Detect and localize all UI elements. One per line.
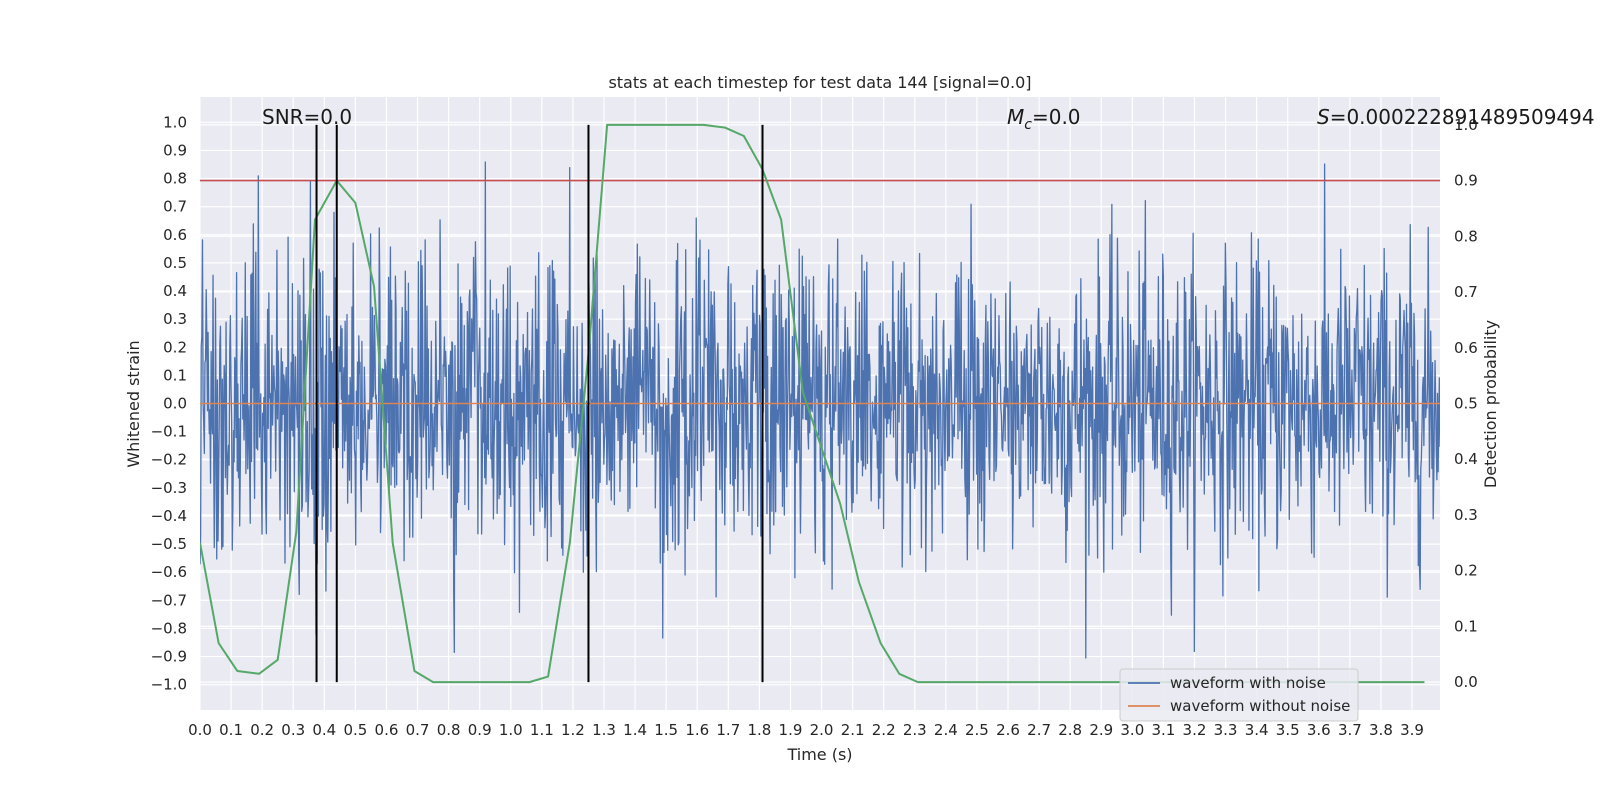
x-tick-label: 0.5	[343, 721, 367, 739]
y-tick-label: −0.5	[151, 535, 187, 553]
y2-tick-label: 0.9	[1454, 172, 1478, 190]
x-tick-label: 3.4	[1245, 721, 1269, 739]
x-tick-label: 1.0	[499, 721, 523, 739]
x-tick-label: 3.2	[1183, 721, 1207, 739]
y2-tick-label: 0.0	[1454, 673, 1478, 691]
y-tick-label: −0.9	[151, 648, 187, 666]
x-tick-label: 1.8	[747, 721, 771, 739]
y2-tick-label: 0.3	[1454, 506, 1478, 524]
waveform-with-noise-line	[200, 161, 1440, 659]
x-tick-label: 3.3	[1214, 721, 1238, 739]
y-axis-ticks: 1.0 0.9 0.8 0.7 0.6 0.5 0.4 0.3 0.2 0.1 0.0 −0.1 −0.…	[151, 113, 187, 693]
y-tick-label: −0.6	[151, 563, 187, 581]
x-tick-label: 0.7	[406, 721, 430, 739]
x-tick-label: 1.9	[779, 721, 803, 739]
y-tick-label: −0.4	[151, 507, 187, 525]
x-tick-label: 3.8	[1369, 721, 1393, 739]
mc-subscript: c	[1024, 117, 1032, 133]
legend: waveform with noise waveform without nois…	[1119, 668, 1359, 722]
y2-tick-label: 0.1	[1454, 617, 1478, 635]
mc-symbol: M	[1007, 105, 1024, 129]
x-tick-label: 1.5	[654, 721, 678, 739]
y-tick-label: 0.7	[163, 198, 187, 216]
y2-tick-label: 0.5	[1454, 395, 1478, 413]
y-tick-label: 0.6	[163, 226, 187, 244]
y-tick-label: −0.2	[151, 451, 187, 469]
x-tick-label: 1.4	[623, 721, 647, 739]
x-tick-label: 3.7	[1338, 721, 1362, 739]
x-axis-ticks: 0.0 0.1 0.2 0.3 0.4 0.5 0.6 0.7 0.8 0.9 1.0 1.1 1.2 1…	[188, 721, 1424, 739]
series-layer	[200, 161, 1440, 659]
x-tick-label: 1.1	[530, 721, 554, 739]
y2-tick-label: 0.8	[1454, 227, 1478, 245]
x-tick-label: 1.2	[561, 721, 585, 739]
y-tick-label: 0.9	[163, 141, 187, 159]
x-tick-label: 3.1	[1151, 721, 1175, 739]
x-axis-label: Time (s)	[786, 745, 852, 764]
y-tick-label: 0.1	[163, 366, 187, 384]
snr-annotation: SNR=0.0	[262, 105, 352, 129]
mc-annotation: Mc=0.0	[1007, 105, 1081, 133]
y-tick-label: 0.5	[163, 254, 187, 272]
x-tick-label: 2.9	[1089, 721, 1113, 739]
y-tick-label: 0.2	[163, 338, 187, 356]
y-tick-label: −0.3	[151, 479, 187, 497]
x-tick-label: 0.0	[188, 721, 212, 739]
x-tick-label: 1.7	[716, 721, 740, 739]
x-tick-label: 0.1	[219, 721, 243, 739]
x-tick-label: 3.6	[1307, 721, 1331, 739]
x-tick-label: 3.0	[1120, 721, 1144, 739]
y2-axis-ticks: 1.0 0.9 0.8 0.7 0.6 0.5 0.4 0.3 0.2 0.1 0.0	[1454, 116, 1478, 691]
legend-label: waveform with noise	[1170, 674, 1326, 692]
x-tick-label: 2.2	[872, 721, 896, 739]
legend-box	[1119, 668, 1359, 722]
x-tick-label: 0.2	[250, 721, 274, 739]
x-tick-label: 2.8	[1058, 721, 1082, 739]
y-tick-label: −0.8	[151, 619, 187, 637]
x-tick-label: 2.3	[903, 721, 927, 739]
x-tick-label: 2.1	[841, 721, 865, 739]
y-tick-label: 0.0	[163, 395, 187, 413]
x-tick-label: 1.3	[592, 721, 616, 739]
y2-axis-label: Detection probability	[1481, 320, 1500, 488]
x-tick-label: 0.8	[437, 721, 461, 739]
x-tick-label: 0.4	[312, 721, 336, 739]
y2-tick-label: 0.2	[1454, 562, 1478, 580]
x-tick-label: 1.6	[685, 721, 709, 739]
x-tick-label: 3.9	[1400, 721, 1424, 739]
y2-tick-label: 0.6	[1454, 339, 1478, 357]
s-symbol: S	[1317, 105, 1330, 129]
chart-title: stats at each timestep for test data 144…	[608, 73, 1031, 92]
y-tick-label: 1.0	[163, 113, 187, 131]
y-tick-label: 0.8	[163, 170, 187, 188]
y-axis-label: Whitened strain	[124, 340, 143, 467]
x-tick-label: 2.4	[934, 721, 958, 739]
x-tick-label: 2.0	[810, 721, 834, 739]
y-tick-label: −0.1	[151, 423, 187, 441]
y2-tick-label: 0.7	[1454, 283, 1478, 301]
x-tick-label: 2.6	[996, 721, 1020, 739]
x-tick-label: 0.9	[468, 721, 492, 739]
y-tick-label: −1.0	[151, 676, 187, 694]
x-tick-label: 2.7	[1027, 721, 1051, 739]
y2-tick-label: 0.4	[1454, 450, 1478, 468]
s-annotation: S=0.000222891489509494	[1317, 105, 1595, 129]
x-tick-label: 2.5	[965, 721, 989, 739]
mc-value: =0.0	[1032, 105, 1081, 129]
y-tick-label: 0.3	[163, 310, 187, 328]
y-tick-label: 0.4	[163, 282, 187, 300]
x-tick-label: 0.6	[375, 721, 399, 739]
y-tick-label: −0.7	[151, 591, 187, 609]
legend-label: waveform without noise	[1170, 697, 1350, 715]
s-value: =0.000222891489509494	[1330, 105, 1595, 129]
x-tick-label: 3.5	[1276, 721, 1300, 739]
y2-tick-label: 1.0	[1454, 116, 1478, 134]
x-tick-label: 0.3	[281, 721, 305, 739]
